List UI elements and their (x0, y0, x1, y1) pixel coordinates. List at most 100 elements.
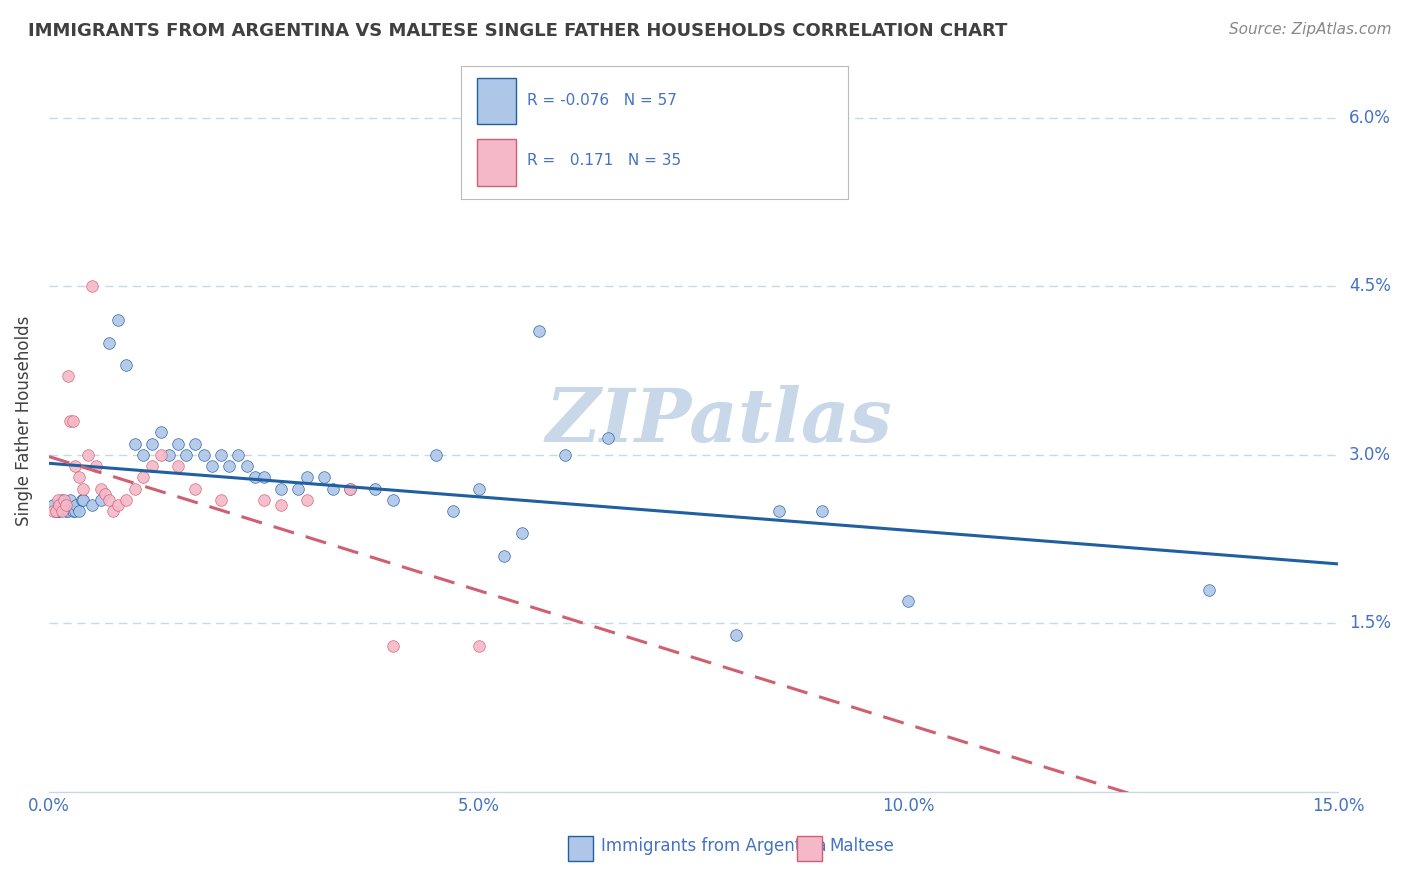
Point (141, 459, 163, 474)
Text: 1.5%: 1.5% (1348, 615, 1391, 632)
Point (295, 470, 318, 484)
Y-axis label: Single Father Households: Single Father Households (15, 316, 32, 526)
Text: Source: ZipAtlas.com: Source: ZipAtlas.com (1229, 22, 1392, 37)
Point (209, 492, 232, 507)
Point (381, 639, 404, 653)
Point (425, 448, 447, 462)
Point (59, 414, 82, 428)
Point (184, 436, 207, 450)
Text: 6.0%: 6.0% (1348, 109, 1391, 127)
Text: 4.5%: 4.5% (1348, 277, 1391, 295)
Point (184, 482, 207, 496)
Text: Immigrants from Argentina: Immigrants from Argentina (600, 837, 827, 855)
Point (768, 504, 790, 518)
Point (94, 487, 117, 501)
Point (510, 526, 533, 541)
Point (339, 482, 361, 496)
Point (245, 470, 267, 484)
Point (70, 492, 93, 507)
Point (554, 448, 576, 462)
Point (72, 482, 94, 496)
Point (62, 414, 84, 428)
Point (98, 335, 121, 350)
Point (157, 448, 180, 462)
Point (51, 492, 73, 507)
Point (209, 448, 232, 462)
Point (364, 482, 387, 496)
Text: Maltese: Maltese (830, 837, 894, 855)
Point (72, 492, 94, 507)
Point (467, 639, 489, 653)
Point (1198, 582, 1220, 597)
Point (107, 499, 129, 513)
Point (527, 324, 550, 338)
Point (63, 459, 86, 474)
Point (381, 492, 404, 507)
Point (46, 492, 69, 507)
Point (55, 504, 77, 518)
Point (312, 470, 335, 484)
Point (596, 431, 619, 445)
Point (89, 482, 111, 496)
Point (235, 459, 257, 474)
Point (48, 504, 70, 518)
Point (115, 492, 138, 507)
Point (201, 459, 224, 474)
Point (80, 279, 103, 293)
Point (46, 504, 69, 518)
Point (62, 504, 84, 518)
Point (89, 492, 111, 507)
Point (322, 482, 344, 496)
Point (270, 499, 292, 513)
Point (98, 492, 121, 507)
Point (193, 448, 215, 462)
Text: 3.0%: 3.0% (1348, 446, 1391, 464)
Point (48, 499, 70, 513)
Point (67, 504, 90, 518)
Point (45, 504, 67, 518)
Point (67, 470, 90, 484)
Point (65, 499, 87, 513)
Point (226, 448, 249, 462)
Point (287, 482, 309, 496)
Point (441, 504, 464, 518)
Point (132, 448, 155, 462)
Point (76, 448, 98, 462)
Point (167, 459, 190, 474)
Point (51, 504, 73, 518)
Point (56, 369, 79, 384)
Point (176, 448, 198, 462)
Point (149, 448, 172, 462)
Point (339, 482, 361, 496)
Point (53, 492, 76, 507)
Point (270, 482, 292, 496)
Point (467, 482, 489, 496)
Point (167, 436, 190, 450)
Point (897, 594, 920, 608)
Point (132, 470, 155, 484)
Point (107, 313, 129, 327)
Point (295, 492, 318, 507)
Point (149, 425, 172, 440)
Point (141, 436, 163, 450)
Point (103, 504, 125, 518)
Point (45, 504, 67, 518)
Point (725, 627, 748, 641)
Point (124, 436, 146, 450)
Point (494, 549, 516, 563)
Point (84, 459, 107, 474)
Point (63, 504, 86, 518)
Point (56, 504, 79, 518)
Point (811, 504, 834, 518)
Text: ZIPatlas: ZIPatlas (546, 385, 893, 458)
Point (42, 499, 65, 513)
Point (115, 358, 138, 372)
Point (124, 482, 146, 496)
Text: IMMIGRANTS FROM ARGENTINA VS MALTESE SINGLE FATHER HOUSEHOLDS CORRELATION CHART: IMMIGRANTS FROM ARGENTINA VS MALTESE SIN… (28, 22, 1008, 40)
Point (253, 492, 276, 507)
Point (80, 499, 103, 513)
Point (53, 499, 76, 513)
Point (42, 504, 65, 518)
Point (59, 492, 82, 507)
Point (218, 459, 240, 474)
